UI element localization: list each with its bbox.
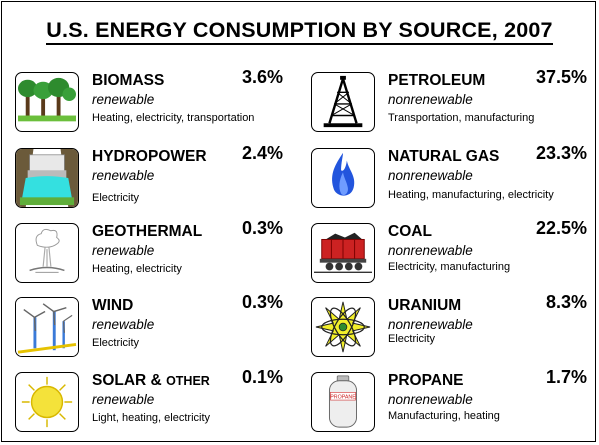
- source-type: nonrenewable: [388, 168, 473, 183]
- source-type: nonrenewable: [388, 392, 473, 407]
- source-uses: Heating, electricity, transportation: [92, 112, 255, 124]
- source-percent: 8.3%: [545, 292, 587, 312]
- source-name: URANIUM: [388, 297, 462, 314]
- source-percent: 0.3%: [241, 218, 283, 238]
- source-natural-gas: NATURAL GAS 23.3% nonrenewable Heating, …: [311, 143, 599, 216]
- wind-turbine-icon: [15, 297, 79, 357]
- source-solar: SOLAR & OTHER 0.1% renewable Light, heat…: [15, 367, 305, 440]
- source-percent: 0.3%: [241, 292, 283, 312]
- source-percent: 1.7%: [545, 367, 587, 387]
- source-type: renewable: [92, 168, 155, 183]
- propane-tank-icon: PROPANE: [311, 372, 375, 432]
- source-type: renewable: [92, 92, 155, 107]
- source-uses: Electricity, manufacturing: [388, 261, 511, 273]
- source-percent: 2.4%: [241, 143, 283, 163]
- source-type: nonrenewable: [388, 92, 473, 107]
- trees-icon: [15, 72, 79, 132]
- source-type: renewable: [92, 243, 155, 258]
- source-biomass: BIOMASS 3.6% renewable Heating, electric…: [15, 67, 305, 140]
- source-name: WIND: [92, 297, 134, 314]
- source-uses: Light, heating, electricity: [92, 412, 211, 424]
- source-type: renewable: [92, 317, 155, 332]
- source-type: renewable: [92, 392, 155, 407]
- page-title: U.S. ENERGY CONSUMPTION BY SOURCE, 2007: [0, 18, 599, 45]
- source-uses: Electricity: [92, 337, 140, 349]
- source-percent: 37.5%: [535, 67, 587, 87]
- source-type: nonrenewable: [388, 243, 473, 258]
- source-uses: Heating, manufacturing, electricity: [388, 189, 554, 201]
- source-geothermal: GEOTHERMAL 0.3% renewable Heating, elect…: [15, 218, 305, 291]
- atom-icon: [311, 297, 375, 357]
- source-uses: Heating, electricity: [92, 263, 182, 275]
- source-uses: Transportation, manufacturing: [388, 112, 535, 124]
- geyser-icon: [15, 223, 79, 283]
- source-name: SOLAR & OTHER: [92, 372, 210, 389]
- source-uses: Manufacturing, heating: [388, 410, 500, 422]
- gas-flame-icon: [311, 148, 375, 208]
- source-wind: WIND 0.3% renewable Electricity: [15, 292, 305, 365]
- source-name: BIOMASS: [92, 72, 165, 89]
- source-percent: 23.3%: [535, 143, 587, 163]
- source-type: nonrenewable: [388, 317, 473, 332]
- source-petroleum: PETROLEUM 37.5% nonrenewable Transportat…: [311, 67, 599, 140]
- source-name: PETROLEUM: [388, 72, 486, 89]
- source-propane: PROPANE PROPANE 1.7% nonrenewable Manufa…: [311, 367, 599, 440]
- source-percent: 0.1%: [241, 367, 283, 387]
- source-name: NATURAL GAS: [388, 148, 500, 165]
- source-percent: 3.6%: [241, 67, 283, 87]
- source-percent: 22.5%: [535, 218, 587, 238]
- source-uses: Electricity: [92, 192, 140, 204]
- source-name: COAL: [388, 223, 432, 240]
- coal-car-icon: [311, 223, 375, 283]
- dam-icon: [15, 148, 79, 208]
- source-name: GEOTHERMAL: [92, 223, 203, 240]
- source-name: HYDROPOWER: [92, 148, 207, 165]
- source-name-suffix: OTHER: [166, 374, 210, 388]
- sun-icon: [15, 372, 79, 432]
- tank-label: PROPANE: [330, 395, 356, 401]
- source-uses: Electricity: [388, 333, 436, 345]
- source-name: PROPANE: [388, 372, 464, 389]
- source-coal: COAL 22.5% nonrenewable Electricity, man…: [311, 218, 599, 291]
- source-hydropower: HYDROPOWER 2.4% renewable Electricity: [15, 143, 305, 216]
- oil-derrick-icon: [311, 72, 375, 132]
- source-uranium: URANIUM 8.3% nonrenewable Electricity: [311, 292, 599, 365]
